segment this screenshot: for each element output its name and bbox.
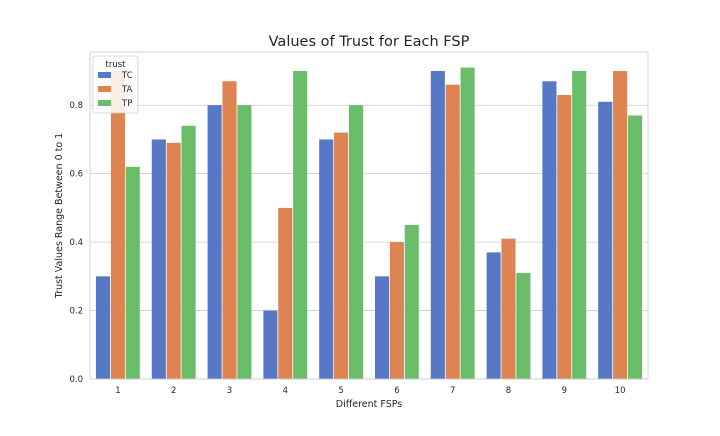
- x-tick-labels: 1 2 3 4 5 6 7 8 9 10: [115, 386, 625, 396]
- bar-ta-fsp-1: [110, 70, 125, 380]
- y-tick-label: 0.8: [69, 101, 83, 111]
- bar-tp-fsp-8: [516, 272, 531, 379]
- chart-title: Values of Trust for Each FSP: [269, 34, 470, 50]
- legend-items: TC TA TP: [98, 71, 133, 109]
- bar-tp-fsp-10: [627, 115, 643, 379]
- bar-tp-fsp-5: [348, 105, 364, 379]
- bar-ta-fsp-5: [334, 132, 349, 379]
- bar-ta-fsp-3: [222, 81, 237, 379]
- bar-tp-fsp-6: [404, 225, 419, 379]
- y-tick-label: 0.0: [69, 375, 83, 385]
- bar-tc-fsp-7: [430, 70, 445, 380]
- legend-label-tp: TP: [121, 99, 132, 109]
- x-tick-label: 2: [171, 386, 176, 396]
- legend: trust TC TA TP: [92, 55, 139, 114]
- x-axis-label: Different FSPs: [336, 399, 403, 410]
- legend-title: trust: [106, 60, 127, 70]
- bar-tp-fsp-1: [125, 166, 140, 379]
- bar-tc-fsp-6: [374, 276, 390, 379]
- x-tick-label: 1: [115, 386, 120, 396]
- bar-tp-fsp-3: [237, 105, 252, 379]
- bar-ta-fsp-10: [613, 70, 628, 380]
- bar-tc-fsp-8: [486, 252, 501, 379]
- bar-tc-fsp-5: [319, 139, 334, 379]
- bar-tc-fsp-10: [598, 101, 613, 379]
- bar-tc-fsp-3: [207, 105, 222, 379]
- y-tick-labels: 0.0 0.2 0.4 0.6 0.8: [69, 101, 83, 385]
- bar-tc-fsp-9: [542, 81, 557, 379]
- bar-tp-fsp-2: [181, 125, 196, 379]
- bars: [95, 67, 643, 380]
- x-tick-label: 6: [394, 386, 399, 396]
- bar-tp-fsp-7: [460, 67, 475, 379]
- x-tick-label: 7: [450, 386, 455, 396]
- x-tick-label: 9: [562, 386, 567, 396]
- x-tick-label: 4: [283, 386, 288, 396]
- x-tick-label: 8: [506, 386, 511, 396]
- y-tick-label: 0.6: [69, 170, 83, 180]
- y-tick-label: 0.2: [69, 307, 83, 317]
- x-tick-label: 3: [227, 386, 232, 396]
- legend-box: [92, 55, 139, 114]
- bar-ta-fsp-9: [557, 94, 572, 379]
- legend-swatch-tp: [98, 100, 111, 106]
- x-tick-label: 5: [338, 386, 343, 396]
- plot-frame: [89, 51, 649, 380]
- legend-label-tc: TC: [121, 71, 133, 81]
- bar-tp-fsp-4: [293, 70, 308, 380]
- bar-tp-fsp-9: [572, 70, 587, 380]
- bar-ta-fsp-8: [501, 238, 516, 379]
- y-tick-label: 0.4: [69, 238, 83, 248]
- bar-tc-fsp-1: [95, 276, 111, 379]
- bar-tc-fsp-2: [151, 139, 166, 379]
- bar-ta-fsp-6: [389, 242, 404, 379]
- bar-ta-fsp-4: [278, 207, 293, 379]
- legend-swatch-tc: [98, 72, 111, 78]
- x-tick-label: 10: [615, 386, 626, 396]
- legend-swatch-ta: [98, 86, 111, 92]
- legend-label-ta: TA: [121, 85, 133, 95]
- bar-ta-fsp-7: [445, 84, 460, 380]
- bar-tc-fsp-4: [263, 310, 278, 379]
- y-axis-label: Trust Values Range Between 0 to 1: [54, 133, 65, 299]
- bar-ta-fsp-2: [166, 142, 181, 379]
